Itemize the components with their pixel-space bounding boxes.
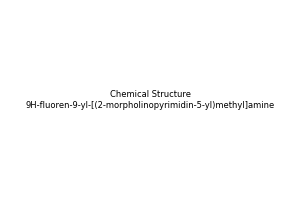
Text: Chemical Structure
9H-fluoren-9-yl-[(2-morpholinopyrimidin-5-yl)methyl]amine: Chemical Structure 9H-fluoren-9-yl-[(2-m…: [26, 90, 275, 110]
